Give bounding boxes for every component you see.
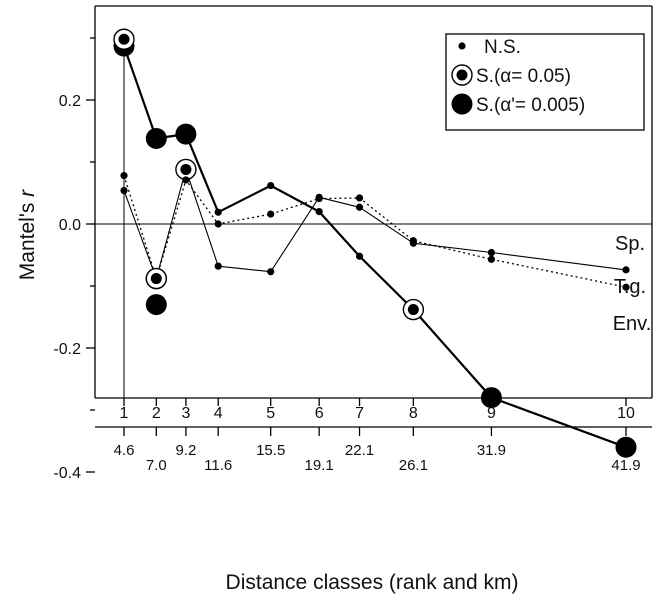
legend-box xyxy=(445,33,645,131)
data-point-3-0 xyxy=(113,28,135,50)
data-point-2-3 xyxy=(214,208,222,216)
legend-marker-1 xyxy=(451,64,473,86)
data-point-0-0 xyxy=(120,186,128,195)
x-rank-label: 4 xyxy=(214,405,223,422)
legend-label-suffix: '= 0.005) xyxy=(511,95,585,116)
legend-label-alpha: α xyxy=(500,66,511,87)
series-label-2: Env. xyxy=(613,313,652,335)
legend-label-2: S.(α'= 0.005) xyxy=(476,95,585,116)
y-axis-title: Mantel's r xyxy=(16,189,39,280)
data-point-2-1 xyxy=(145,127,167,149)
legend-label-suffix: = 0.05) xyxy=(511,66,571,87)
data-point-1-8 xyxy=(487,255,496,263)
data-point-0-2 xyxy=(175,158,197,181)
y-tick-label: -0.4 xyxy=(53,465,81,482)
x-rank-label: 5 xyxy=(266,405,275,422)
data-point-1-0 xyxy=(120,172,128,180)
x-rank-label: 7 xyxy=(355,405,364,422)
data-point-1-4 xyxy=(267,210,275,218)
x-rank-label: 3 xyxy=(181,405,190,422)
data-point-3-1 xyxy=(145,294,167,316)
data-point-1-1-dot xyxy=(150,273,162,285)
x-axis-title: Distance classes (rank and km) xyxy=(226,571,519,594)
x-rank-label: 2 xyxy=(152,405,161,422)
legend-label-prefix: S.( xyxy=(476,95,501,116)
data-point-1-1 xyxy=(145,267,168,290)
km-label: 22.1 xyxy=(345,442,374,459)
km-label: 9.2 xyxy=(175,442,196,459)
data-point-2-9 xyxy=(615,436,637,458)
series-label-1: T.g. xyxy=(614,276,646,298)
legend-label-1: S.(α= 0.05) xyxy=(476,66,571,87)
km-label: 7.0 xyxy=(146,457,167,474)
legend-marker-1-dot xyxy=(456,69,468,81)
data-point-0-2-dot xyxy=(180,163,192,175)
data-point-1-5 xyxy=(315,194,323,203)
data-point-1-7 xyxy=(409,237,417,245)
legend-label-prefix: S.( xyxy=(476,66,501,87)
data-point-1-9 xyxy=(622,283,630,291)
data-point-2-8 xyxy=(480,387,502,409)
series-label-0: Sp. xyxy=(615,233,645,255)
y-tick-label: 0.0 xyxy=(59,217,81,234)
km-label: 31.9 xyxy=(477,442,506,459)
data-point-0-8 xyxy=(487,248,496,257)
data-point-1-3 xyxy=(214,220,222,228)
data-point-0-3 xyxy=(214,262,222,270)
km-label: 26.1 xyxy=(399,457,428,474)
data-point-2-2 xyxy=(175,123,197,145)
x-rank-label: 8 xyxy=(409,405,418,422)
x-rank-label: 9 xyxy=(487,405,496,422)
data-point-0-4 xyxy=(267,268,275,276)
y-tick-label: -0.2 xyxy=(53,341,81,358)
data-point-2-4 xyxy=(267,181,275,190)
series-line-2 xyxy=(122,45,627,449)
data-point-1-2 xyxy=(182,176,190,184)
data-point-1-6 xyxy=(355,194,364,202)
series-points xyxy=(113,28,637,458)
data-point-3-0-dot xyxy=(118,33,130,45)
km-label: 19.1 xyxy=(305,457,334,474)
km-label: 11.6 xyxy=(204,457,232,474)
data-point-2-5 xyxy=(315,208,323,216)
data-point-2-6 xyxy=(355,252,364,260)
legend: N.S.S.(α= 0.05)S.(α'= 0.005) xyxy=(445,33,645,131)
data-point-2-7-dot xyxy=(407,304,419,316)
y-tick-label: 0.2 xyxy=(59,93,81,110)
legend-label-0: N.S. xyxy=(484,37,521,58)
x-rank-label: 6 xyxy=(315,405,324,422)
x-rank-label: 10 xyxy=(617,405,635,422)
km-label: 15.5 xyxy=(256,442,285,459)
y-axis-title-text: Mantel's xyxy=(16,197,39,280)
axes: 0.2 0.0 -0.2 -0.4 1 4.6 2 7.0 3 9.2 4 11.6 5 15.5 6 19.… xyxy=(53,5,653,482)
x-rank-label: 1 xyxy=(120,405,129,422)
km-label: 41.9 xyxy=(611,457,640,474)
legend-marker-0 xyxy=(458,42,466,50)
series-labels: Sp. T.g. Env. xyxy=(613,233,652,335)
data-point-0-9 xyxy=(622,266,630,274)
legend-marker-2 xyxy=(451,93,473,115)
y-axis-title-italic: r xyxy=(16,189,39,197)
km-label: 4.6 xyxy=(114,442,135,459)
data-point-2-7 xyxy=(402,298,425,321)
data-point-0-6 xyxy=(355,203,364,211)
legend-label-alpha: α xyxy=(500,95,511,116)
